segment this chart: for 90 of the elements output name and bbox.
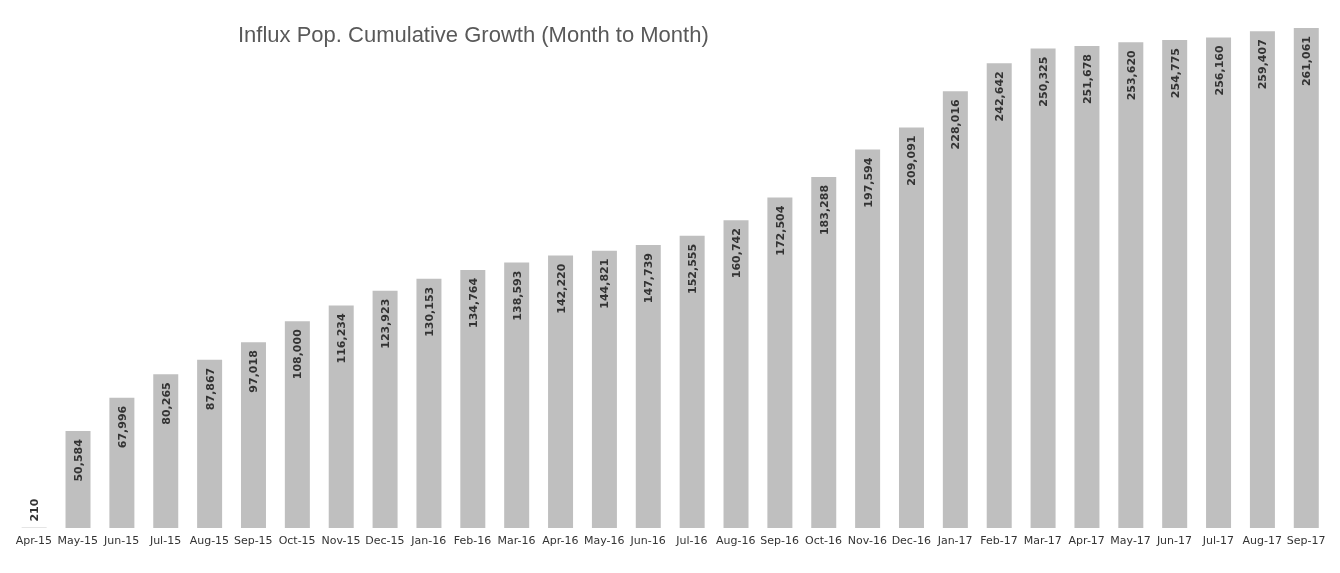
x-tick-label: Jan-17 <box>936 533 973 547</box>
bar <box>1293 28 1319 528</box>
data-label: 197,594 <box>861 157 875 208</box>
x-tick-label: Jul-16 <box>675 533 708 547</box>
bar <box>153 374 179 528</box>
data-label: 50,584 <box>72 438 86 482</box>
bar <box>986 63 1012 528</box>
data-label: 251,678 <box>1080 53 1094 105</box>
bar <box>548 255 574 528</box>
bar <box>679 235 705 528</box>
x-tick-label: Apr-16 <box>542 533 579 547</box>
x-tick-label: Jul-15 <box>148 533 182 547</box>
bar <box>372 290 398 528</box>
bar <box>1162 40 1188 528</box>
x-tick-label: May-15 <box>57 533 99 547</box>
x-tick-label: Aug-17 <box>1242 533 1282 547</box>
bar <box>460 269 486 528</box>
bar <box>898 127 924 528</box>
data-label: 138,593 <box>510 270 524 321</box>
bar <box>504 262 530 528</box>
x-tick-label: Jul-17 <box>1201 533 1234 547</box>
x-tick-label: Apr-15 <box>15 533 53 547</box>
data-label: 242,642 <box>993 71 1007 122</box>
bar <box>723 220 749 528</box>
data-label: 210 <box>28 498 42 522</box>
data-label: 80,265 <box>159 382 173 425</box>
bar <box>1249 31 1275 528</box>
bar <box>1118 42 1144 528</box>
data-label: 97,018 <box>247 350 261 393</box>
data-label: 261,061 <box>1300 36 1314 87</box>
data-label: 152,555 <box>686 243 700 294</box>
bar <box>1074 45 1100 528</box>
data-label: 147,739 <box>642 253 656 304</box>
x-tick-label: Jun-15 <box>103 533 140 547</box>
bar <box>591 250 617 528</box>
data-label: 209,091 <box>905 135 919 186</box>
x-tick-label: Mar-17 <box>1023 533 1062 547</box>
bar <box>416 278 442 528</box>
data-label: 256,160 <box>1212 45 1226 96</box>
x-tick-label: Jun-17 <box>1155 533 1193 547</box>
x-tick-label: Dec-16 <box>891 533 931 547</box>
x-tick-label: Jan-16 <box>410 533 447 547</box>
x-tick-label: Aug-16 <box>716 533 756 547</box>
data-label: 250,325 <box>1037 56 1051 107</box>
x-tick-label: Sep-17 <box>1286 533 1326 547</box>
bar <box>240 342 266 528</box>
data-label: 172,504 <box>773 205 787 256</box>
x-tick-label: Dec-15 <box>365 533 405 547</box>
bar <box>855 149 881 528</box>
data-label: 142,220 <box>554 263 568 314</box>
bar <box>197 359 223 528</box>
bar <box>328 305 354 528</box>
bar <box>1206 37 1232 528</box>
data-label: 254,775 <box>1168 48 1182 99</box>
x-tick-label: Mar-16 <box>497 533 536 547</box>
x-tick-label: Feb-16 <box>453 533 492 547</box>
x-tick-label: Aug-15 <box>189 533 230 547</box>
chart-title: Influx Pop. Cumulative Growth (Month to Month) <box>238 22 709 48</box>
data-label: 228,016 <box>949 98 963 150</box>
bar <box>1030 48 1056 528</box>
x-tick-label: Nov-15 <box>321 533 361 547</box>
bar <box>942 91 968 528</box>
bar <box>635 245 661 528</box>
data-label: 160,742 <box>730 228 744 279</box>
data-label: 183,288 <box>817 184 831 236</box>
x-tick-label: May-17 <box>1110 533 1151 547</box>
data-label: 259,407 <box>1256 39 1270 90</box>
x-tick-label: Oct-15 <box>278 533 316 547</box>
data-label: 144,821 <box>598 258 612 309</box>
data-label: 116,234 <box>335 313 349 364</box>
data-label: 134,764 <box>466 277 480 328</box>
bar <box>65 431 91 528</box>
data-label: 67,996 <box>115 405 129 449</box>
bar <box>109 397 135 528</box>
bar <box>811 176 837 528</box>
data-label: 253,620 <box>1124 49 1138 101</box>
data-label: 108,000 <box>291 328 305 380</box>
x-tick-label: Sep-16 <box>760 533 800 547</box>
data-label: 123,923 <box>379 298 393 349</box>
x-tick-label: Jun-16 <box>629 533 666 547</box>
x-tick-label: May-16 <box>583 533 625 547</box>
x-tick-label: Nov-16 <box>847 533 887 547</box>
x-tick-label: Sep-15 <box>233 533 273 547</box>
bar <box>767 197 793 528</box>
data-label: 130,153 <box>422 286 436 337</box>
bar <box>284 321 310 528</box>
x-tick-label: Feb-17 <box>980 533 1018 547</box>
x-tick-label: Oct-16 <box>805 533 843 547</box>
data-label: 87,867 <box>203 367 217 411</box>
x-tick-label: Apr-17 <box>1068 533 1105 547</box>
